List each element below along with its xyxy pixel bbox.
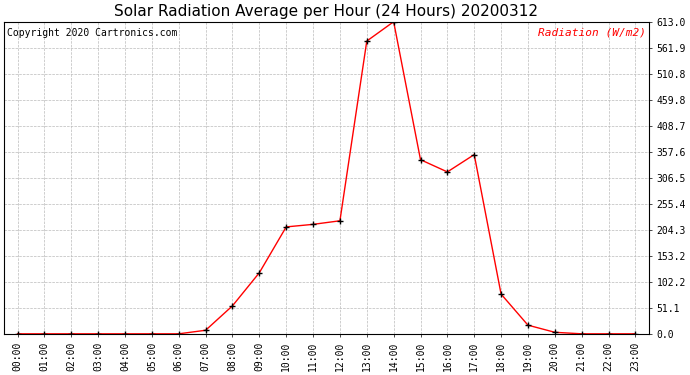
Text: Radiation (W/m2): Radiation (W/m2) [538,28,646,38]
Text: Copyright 2020 Cartronics.com: Copyright 2020 Cartronics.com [8,28,178,38]
Title: Solar Radiation Average per Hour (24 Hours) 20200312: Solar Radiation Average per Hour (24 Hou… [115,4,538,19]
